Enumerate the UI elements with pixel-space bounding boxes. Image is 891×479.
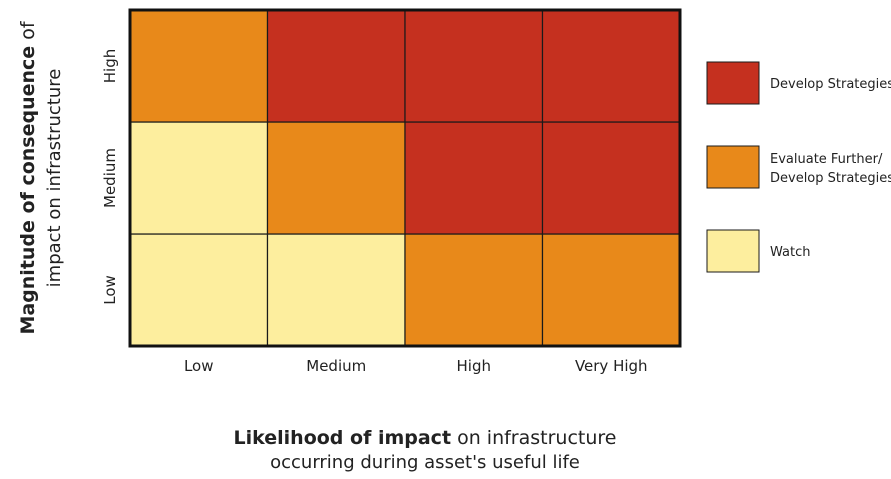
legend-item-evaluate-further-develop-strategies: Evaluate Further/Develop Strategies — [706, 145, 891, 189]
legend-label: Watch — [770, 245, 810, 260]
legend-item-develop-strategies: Develop Strategies — [706, 61, 891, 105]
cell-high-high — [404, 9, 544, 123]
x-axis-title-bold: Likelihood of impact — [234, 427, 452, 449]
x-axis-title-line2: occurring during asset's useful life — [270, 452, 580, 473]
cell-medium-high — [404, 121, 544, 235]
cell-medium-medium — [266, 121, 406, 235]
x-axis-title-line1: Likelihood of impact on infrastructure — [234, 427, 617, 449]
y-axis-title-bold: Magnitude of consequence — [17, 46, 39, 335]
y-axis-title-rest: of — [17, 20, 39, 46]
x-tick-high: High — [457, 357, 491, 375]
legend-swatch — [706, 61, 760, 105]
cell-medium-very-high — [541, 121, 681, 235]
x-axis-title-rest: on infrastructure — [451, 427, 616, 449]
x-tick-labels: Low Medium High Very High — [184, 357, 648, 375]
legend-label: Develop Strategies — [770, 77, 891, 92]
legend-swatch — [706, 229, 760, 273]
legend-item-watch: Watch — [706, 229, 810, 273]
heatmap-cells — [129, 9, 681, 347]
x-tick-low: Low — [184, 357, 214, 375]
y-tick-medium: Medium — [101, 148, 119, 208]
legend-label: Evaluate Further/ — [770, 152, 883, 167]
cell-low-very-high — [541, 233, 681, 347]
y-tick-labels: Low Medium High — [101, 49, 119, 305]
legend-swatch — [706, 145, 760, 189]
cell-medium-low — [129, 121, 269, 235]
cell-high-very-high — [541, 9, 681, 123]
cell-high-medium — [266, 9, 406, 123]
y-axis-title: Magnitude of consequence of impact on in… — [17, 20, 65, 334]
y-tick-high: High — [101, 49, 119, 83]
cell-low-medium — [266, 233, 406, 347]
y-axis-title-line1: Magnitude of consequence of — [17, 20, 39, 334]
cell-low-high — [404, 233, 544, 347]
cell-low-low — [129, 233, 269, 347]
y-tick-low: Low — [101, 275, 119, 305]
x-tick-very-high: Very High — [575, 357, 648, 375]
legend-label: Develop Strategies — [770, 171, 891, 186]
x-tick-medium: Medium — [306, 357, 366, 375]
plot-border — [128, 8, 682, 348]
y-axis-title-line2: impact on infrastructure — [44, 69, 65, 288]
x-axis-title: Likelihood of impact on infrastructure o… — [234, 427, 617, 473]
cell-high-low — [129, 9, 269, 123]
